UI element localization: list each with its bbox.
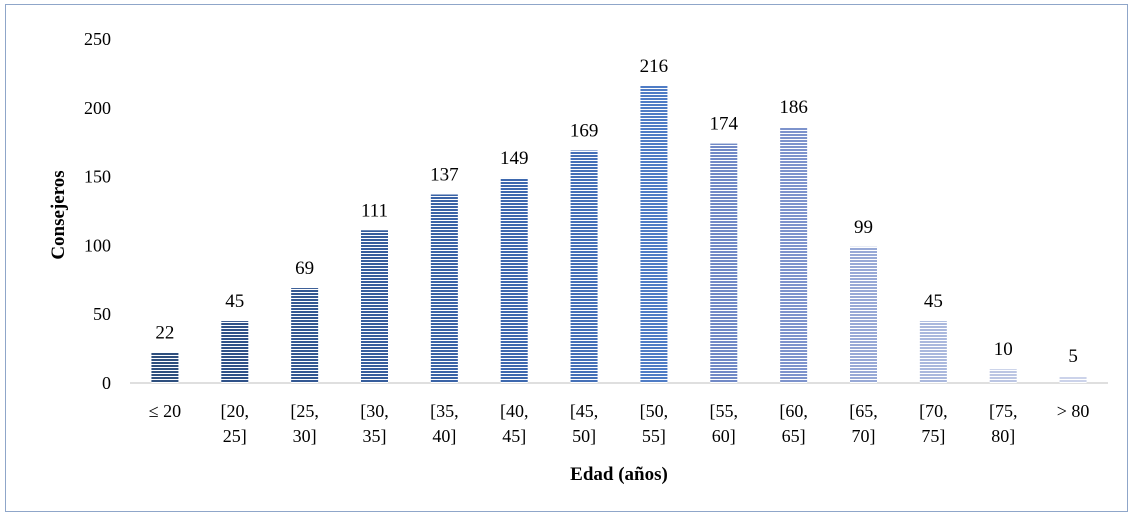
data-label: 186 <box>779 97 808 118</box>
x-tick-label: 65] <box>782 426 806 446</box>
data-label: 216 <box>640 56 669 77</box>
x-tick-label: 45] <box>502 426 526 446</box>
bar <box>710 143 738 383</box>
bar <box>850 246 877 383</box>
x-tick-label: 25] <box>223 426 247 446</box>
x-tick-label: [25, <box>290 401 319 421</box>
data-label: 169 <box>570 120 599 141</box>
y-tick-label: 250 <box>84 29 111 49</box>
data-label: 69 <box>295 258 314 279</box>
y-tick-label: 50 <box>93 304 111 324</box>
bar <box>430 194 458 383</box>
x-tick-label: [30, <box>360 401 389 421</box>
x-tick-label: 50] <box>572 426 596 446</box>
bar <box>919 321 947 383</box>
data-label: 10 <box>994 339 1013 360</box>
y-tick-label: 200 <box>84 98 111 118</box>
bar <box>361 230 388 383</box>
data-label: 22 <box>155 323 174 344</box>
data-label: 5 <box>1068 346 1078 367</box>
x-tick-label: 60] <box>712 426 736 446</box>
data-label: 99 <box>854 217 873 238</box>
data-label: 174 <box>710 114 739 135</box>
data-label: 45 <box>924 291 943 312</box>
x-tick-label: 55] <box>642 426 666 446</box>
y-tick-label: 100 <box>84 235 111 255</box>
x-tick-label: [40, <box>500 401 529 421</box>
x-tick-label: [65, <box>849 401 878 421</box>
bar <box>291 288 319 383</box>
bar <box>221 321 249 383</box>
x-tick-label: [35, <box>430 401 459 421</box>
data-label: 137 <box>430 164 459 185</box>
bar <box>500 177 528 383</box>
y-tick-label: 0 <box>102 373 111 393</box>
bar <box>570 150 598 383</box>
x-tick-label: [50, <box>640 401 669 421</box>
x-tick-label: 75] <box>921 426 945 446</box>
x-tick-label: [75, <box>989 401 1018 421</box>
data-label: 45 <box>225 291 244 312</box>
x-tick-label: 35] <box>363 426 387 446</box>
x-tick-label: [70, <box>919 401 948 421</box>
y-axis-title: Consejeros <box>48 170 69 259</box>
x-tick-label: [60, <box>779 401 808 421</box>
data-label: 149 <box>500 148 529 169</box>
x-tick-label: ≤ 20 <box>149 401 181 421</box>
y-tick-label: 150 <box>84 167 111 187</box>
x-tick-label: > 80 <box>1057 401 1090 421</box>
bar <box>640 85 668 383</box>
x-tick-label: [20, <box>221 401 250 421</box>
bar <box>780 127 808 384</box>
x-tick-label: 70] <box>852 426 876 446</box>
bar-chart: 0 50 100 150 200 250 22 45 69 111 137 149 169 216 174… <box>48 29 1108 485</box>
x-tick-label: 40] <box>432 426 456 446</box>
x-tick-label: 30] <box>293 426 317 446</box>
x-axis-title: Edad (años) <box>570 464 668 485</box>
x-tick-label: [55, <box>710 401 739 421</box>
bar <box>151 352 179 383</box>
x-tick-label: 80] <box>991 426 1015 446</box>
data-label: 111 <box>361 200 388 221</box>
x-tick-label: [45, <box>570 401 599 421</box>
chart-frame: 0 50 100 150 200 250 22 45 69 111 137 149 169 216 174… <box>5 4 1128 512</box>
bar <box>989 369 1017 383</box>
bar <box>1059 376 1087 383</box>
